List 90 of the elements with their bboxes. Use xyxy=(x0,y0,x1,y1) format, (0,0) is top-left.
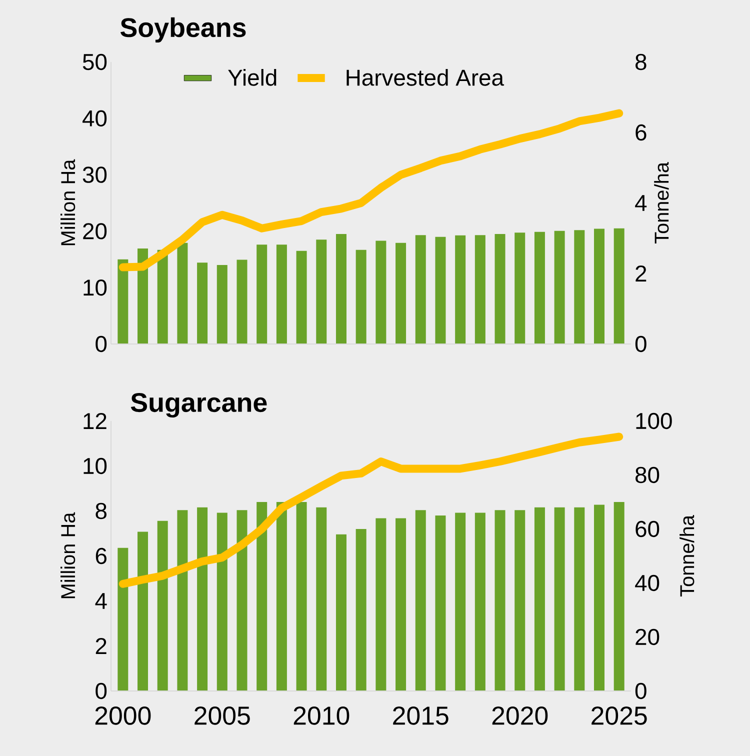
y-tick-label: 8 xyxy=(96,502,106,520)
chart-title: Soybeans xyxy=(120,17,246,42)
bar xyxy=(138,248,148,344)
bar xyxy=(474,235,486,344)
bar xyxy=(474,512,486,691)
bar xyxy=(614,228,624,344)
bar xyxy=(336,534,346,691)
y2-tick-label: 0 xyxy=(635,336,646,352)
bar xyxy=(276,244,287,344)
y-tick-label: 0 xyxy=(96,336,107,352)
bar xyxy=(514,510,526,691)
bar xyxy=(415,235,426,344)
y2-tick-label: 60 xyxy=(636,520,660,538)
bar xyxy=(594,504,605,691)
bar xyxy=(316,507,327,691)
y-tick-label: 40 xyxy=(82,110,107,127)
bar xyxy=(177,510,188,691)
y2-tick-label: 6 xyxy=(636,124,646,141)
y-tick-label: 10 xyxy=(84,279,107,296)
y-tick-label: 10 xyxy=(84,458,107,474)
bar xyxy=(296,502,307,691)
bar xyxy=(554,507,565,691)
bar xyxy=(614,502,624,691)
bar xyxy=(455,512,466,691)
bar xyxy=(534,507,545,691)
bar xyxy=(415,510,426,691)
x-tick-label: 2025 xyxy=(592,706,647,725)
y-tick-label: 6 xyxy=(96,548,106,564)
bar xyxy=(197,507,208,691)
y-tick-label: 50 xyxy=(82,54,107,70)
bar xyxy=(494,510,506,691)
y-axis-title: Million Ha xyxy=(60,512,76,598)
y-axis-title: Million Ha xyxy=(60,159,76,246)
y2-tick-label: 8 xyxy=(636,54,646,70)
bar xyxy=(494,234,506,344)
bar xyxy=(534,232,545,344)
bar xyxy=(376,240,386,344)
x-tick-label: 2010 xyxy=(294,706,350,725)
y-tick-label: 4 xyxy=(95,593,107,609)
bar xyxy=(256,244,268,344)
y2-tick-label: 2 xyxy=(636,265,646,282)
bar xyxy=(177,242,188,344)
bar xyxy=(574,230,585,344)
bar xyxy=(514,232,526,344)
bar xyxy=(455,235,466,344)
bar xyxy=(216,512,228,691)
legend-label: Harvested Area xyxy=(346,68,504,86)
x-tick-label: 2020 xyxy=(492,706,548,725)
y-tick-label: 0 xyxy=(96,682,107,700)
bar xyxy=(316,240,327,344)
bar xyxy=(594,228,605,344)
bar xyxy=(574,507,585,691)
bar xyxy=(157,250,168,344)
bar xyxy=(554,230,565,344)
y2-tick-label: 100 xyxy=(636,412,672,430)
bar xyxy=(435,236,446,344)
x-tick-label: 2015 xyxy=(393,706,448,725)
bar xyxy=(356,528,366,691)
bar xyxy=(256,502,268,691)
bar xyxy=(396,518,406,691)
bar xyxy=(138,532,148,691)
bar xyxy=(118,259,128,344)
bar xyxy=(157,520,168,691)
bar xyxy=(118,548,128,691)
y2-axis-title: Tonne/ha xyxy=(680,515,694,597)
y2-tick-label: 0 xyxy=(635,682,646,700)
bar xyxy=(236,510,248,691)
y2-tick-label: 40 xyxy=(635,574,660,592)
bar xyxy=(396,242,406,344)
bar xyxy=(336,234,346,344)
y2-tick-label: 80 xyxy=(636,466,660,484)
y-tick-label: 12 xyxy=(84,412,106,429)
y-tick-label: 30 xyxy=(82,166,107,183)
y-tick-label: 2 xyxy=(96,638,106,654)
y-tick-label: 20 xyxy=(83,223,107,240)
bar xyxy=(197,262,208,344)
y2-tick-label: 20 xyxy=(636,628,660,646)
y2-axis-title: Tonne/ha xyxy=(654,162,669,244)
bar xyxy=(435,515,446,691)
bar xyxy=(236,260,248,344)
legend-label: Yield xyxy=(228,68,276,86)
x-tick-label: 2000 xyxy=(95,706,151,725)
bar xyxy=(216,265,228,344)
chart-title: Sugarcane xyxy=(130,393,267,418)
x-tick-label: 2005 xyxy=(194,706,250,725)
bar xyxy=(356,250,366,344)
bar xyxy=(296,250,307,344)
bar xyxy=(276,502,287,691)
y2-tick-label: 4 xyxy=(635,195,647,211)
bar xyxy=(376,518,386,691)
